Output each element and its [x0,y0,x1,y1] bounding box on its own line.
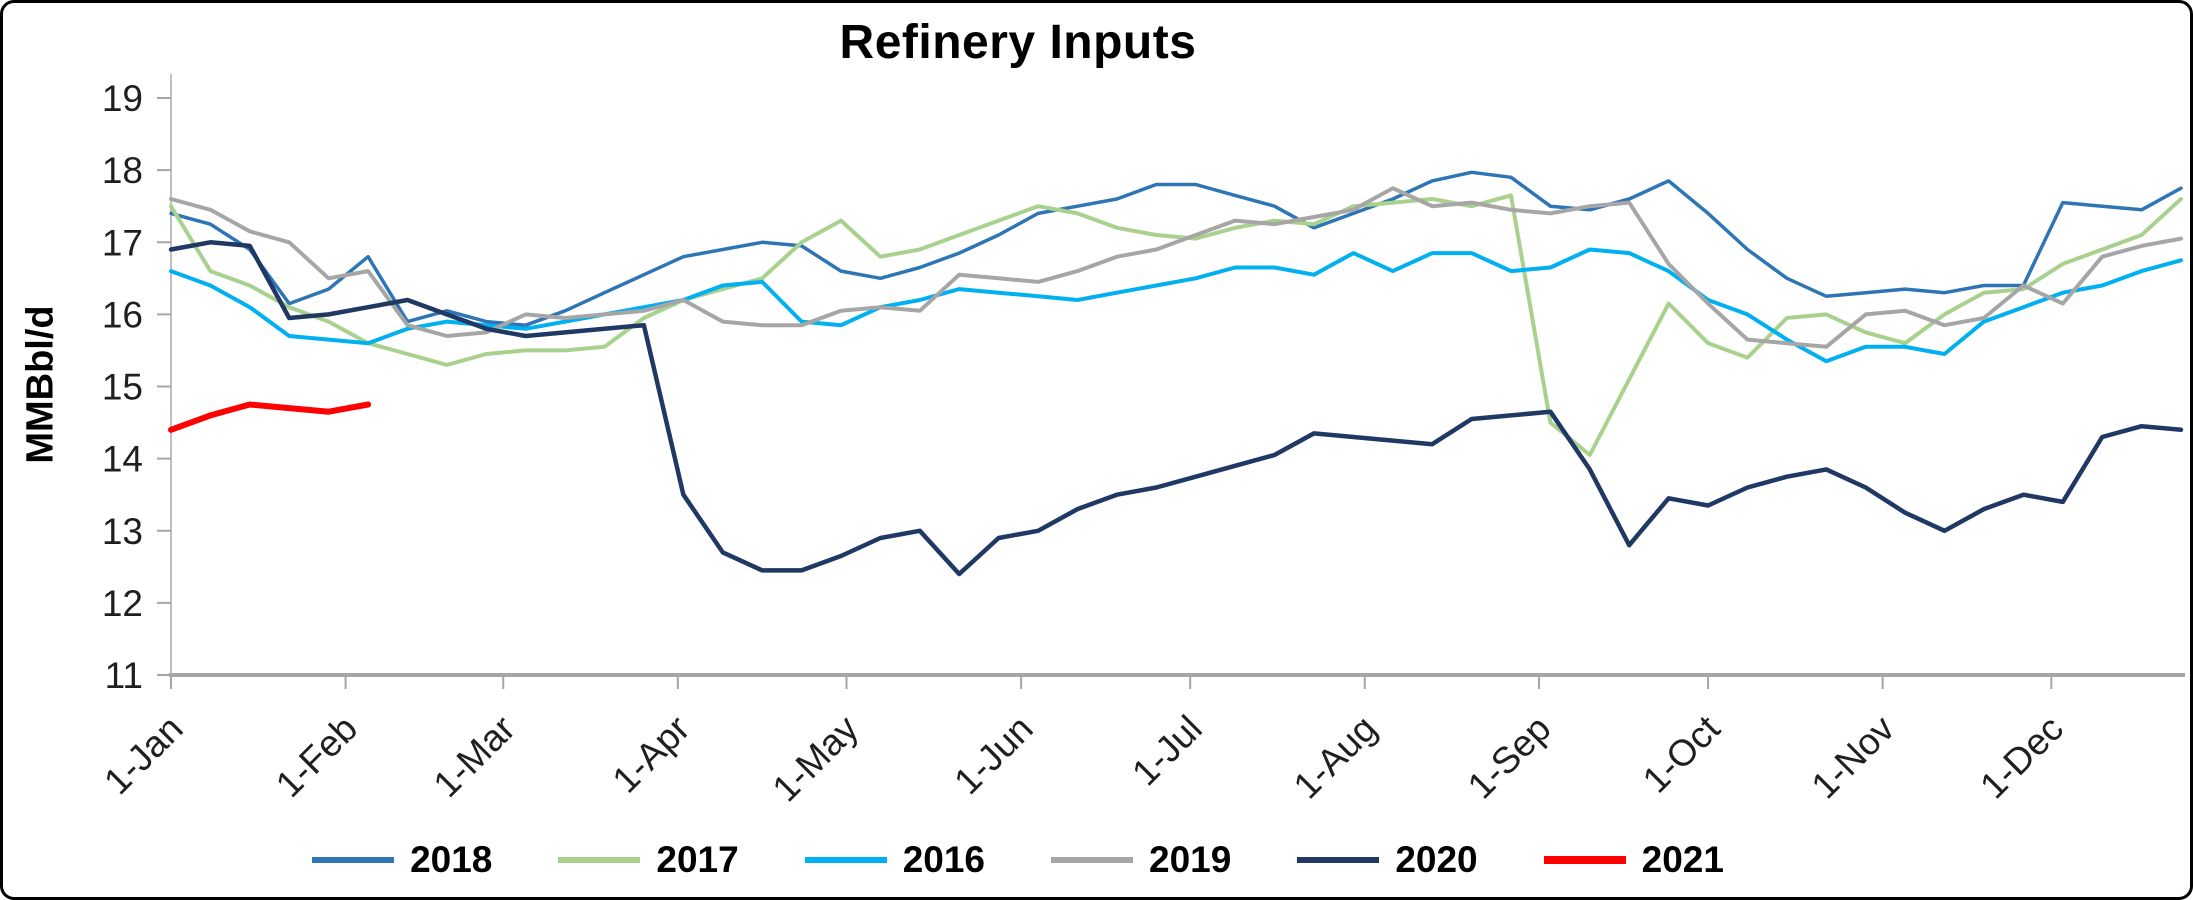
legend-item-2018: 2018 [312,839,492,881]
legend-label: 2019 [1149,839,1232,880]
series-line-2017 [169,193,2183,457]
x-tick-label: 1-May [764,707,866,809]
legend-swatch [1543,856,1626,864]
x-tick-label: 1-Feb [268,708,365,805]
y-tick-label: 17 [102,222,143,263]
x-tick-label: 1-Mar [426,708,523,805]
y-tick-label: 11 [105,655,143,696]
series-line-2019 [169,186,2183,349]
legend-swatch [312,857,395,863]
x-tick-label: 1-Nov [1804,707,1903,806]
x-tick-label: 1-Apr [605,708,698,801]
x-tick-label: 1-Aug [1286,708,1385,807]
legend-swatch [804,857,887,863]
legend: 2018 2017 2016 2019 2020 2021 [3,839,2033,881]
legend-swatch [1297,857,1380,863]
legend-swatch [1051,857,1133,863]
y-tick-label: 12 [102,583,143,624]
legend-label: 2020 [1395,839,1478,880]
y-tick-label: 14 [102,439,143,480]
y-tick-label: 13 [102,511,143,552]
legend-item-2021: 2021 [1543,839,1724,881]
legend-label: 2017 [656,839,739,880]
legend-label: 2021 [1641,839,1724,880]
legend-item-2017: 2017 [558,839,739,881]
series-line-2016 [169,247,2183,364]
y-tick-label: 16 [102,294,143,335]
chart-title: Refinery Inputs [839,16,1197,69]
x-tick-label: 1-Dec [1972,708,2071,807]
plot-area: 11 12 13 14 15 16 17 18 19 1-Jan 1-Feb 1-Mar 1-Apr 1-… [96,74,2185,809]
x-tick-label: 1-Jan [96,708,190,802]
x-tick-label: 1-Oct [1635,707,1728,800]
legend-label: 2018 [410,839,493,880]
x-tick-label: 1-Jun [946,708,1040,802]
series-line-2020 [168,240,2184,577]
y-tick-label: 15 [102,367,143,408]
legend-item-2016: 2016 [804,839,985,881]
y-tick-label: 18 [102,150,143,191]
legend-swatch [558,857,641,863]
legend-label: 2016 [902,839,985,880]
x-tick-label: 1-Jul [1124,708,1210,794]
legend-item-2020: 2020 [1297,839,1478,881]
y-tick-label: 19 [102,78,143,119]
series-line-2021 [168,401,372,433]
series-line-2018 [169,170,2183,327]
legend-item-2019: 2019 [1051,839,1231,881]
x-tick-label: 1-Sep [1460,708,1559,807]
